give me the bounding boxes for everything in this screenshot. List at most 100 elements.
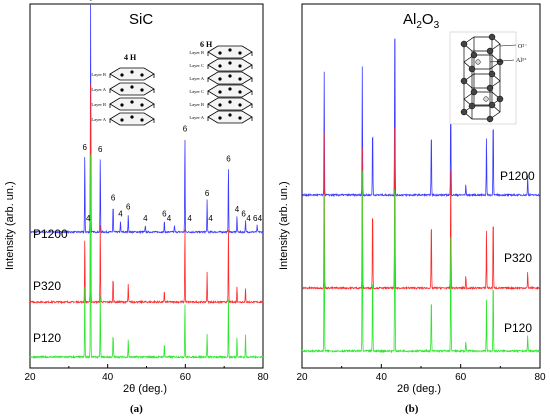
peak-label: 4 (208, 214, 213, 223)
oxygen-atom (460, 108, 468, 116)
layer-hexagon (207, 58, 253, 72)
peak-label: 6 (226, 154, 231, 163)
panel-a-x-ticks: 20 40 60 80 (24, 364, 269, 383)
aluminium-atom (483, 96, 489, 102)
atom-dot (238, 90, 242, 94)
peak-label: 6 (126, 203, 131, 212)
crystal-inset-box (449, 31, 517, 125)
atom-dot (228, 87, 232, 91)
peak-label: 6 (241, 210, 246, 219)
x-tick-label: 40 (376, 372, 388, 383)
atom-dot (218, 51, 222, 55)
panel-a-traces (29, 4, 264, 360)
layer-hexagon (207, 84, 253, 98)
aluminium-atom (475, 59, 481, 65)
inset-6h-stack: Layer B Layer C Layer A Layer C Layer B Layer… (189, 45, 253, 124)
trace-P320 (301, 127, 541, 291)
layer-label: Layer A (189, 76, 204, 81)
panel-b-title-sub1: 2 (416, 20, 422, 31)
sic-polytype-inset: 4 H 6 H Layer B Layer A Layer B Layer A Lay… (91, 40, 253, 126)
panel-b-xlabel: 2θ (deg.) (397, 383, 441, 395)
trace-P320 (29, 83, 264, 305)
layer-label: Layer B (189, 102, 204, 107)
atom-dot (218, 116, 222, 120)
series-label-P320: P320 (504, 251, 532, 265)
atom-dot (130, 100, 134, 104)
panel-b-title-o: O (422, 11, 434, 28)
trace-P1200 (29, 4, 264, 235)
panel-b-title-main: Al (403, 11, 416, 28)
layer-hexagon (207, 45, 253, 59)
layer-label: Layer B (91, 72, 106, 77)
peak-label: 4 (167, 214, 172, 223)
x-tick-label: 40 (102, 372, 114, 383)
panel-a-ylabel: Intensity (arb. un.) (4, 181, 16, 270)
peak-label: 4 (246, 214, 251, 223)
atom-dot (120, 88, 124, 92)
oxygen-atom (486, 84, 494, 92)
panel-b-series-labels: P1200 P320 P120 (500, 169, 535, 335)
oxygen-atom (496, 95, 504, 103)
peak-label: 6 (83, 143, 88, 152)
peak-label: 6 (98, 145, 103, 154)
layer-hexagon (207, 71, 253, 85)
layer-hexagon (109, 67, 155, 81)
peak-label: 4 (187, 214, 192, 223)
series-label-P1200: P1200 (500, 169, 535, 183)
oxygen-atom (460, 40, 468, 48)
atom-dot (218, 90, 222, 94)
panel-a-tag: (a) (130, 403, 143, 415)
peak-label: 6 (111, 193, 116, 202)
layer-hexagon (109, 112, 155, 126)
atom-dot (238, 51, 242, 55)
trace-P120 (301, 170, 541, 354)
atom-dot (120, 103, 124, 107)
oxygen-atom (460, 77, 468, 85)
trace-P120 (29, 154, 264, 360)
panel-a-title: SiC (129, 11, 153, 28)
atom-dot (120, 73, 124, 77)
peak-label: 6 (183, 124, 188, 133)
series-label-P320: P320 (33, 279, 61, 293)
atom-dot (218, 103, 222, 107)
panel-a-series-labels: P1200 P320 P120 (33, 227, 68, 345)
panel-b-tag: (b) (405, 403, 419, 415)
oxygen-atom (496, 58, 504, 66)
panel-b-al2o3: Al2O3 Intensity (arb. un.) 2θ (deg.) (b)… (278, 3, 546, 415)
x-tick-label: 20 (24, 372, 36, 383)
peak-label: 4 (258, 214, 263, 223)
peak-label: 6 (205, 189, 210, 198)
x-tick-label: 80 (534, 372, 546, 383)
panel-b-title: Al2O3 (403, 11, 440, 31)
panel-a-xlabel: 2θ (deg.) (123, 383, 167, 395)
peak-label: 6 (162, 210, 167, 219)
layer-label: Layer B (91, 102, 106, 107)
panel-a-peak-labels: 66466644646464646464 (83, 0, 263, 223)
peak-label: 6 (88, 0, 93, 2)
crystal-structure-drawing (460, 33, 517, 123)
atom-dot (130, 85, 134, 89)
peak-label: 4 (235, 205, 240, 214)
peak-label: 4 (86, 214, 91, 223)
peak-label: 4 (143, 214, 148, 223)
corundum-crystal-inset: O²⁻ Al³⁺ (449, 31, 527, 125)
o-pointer (499, 44, 517, 47)
panel-a-sic: SiC Intensity (arb. un.) 2θ (deg.) (a) 2… (4, 0, 269, 415)
atom-dot (228, 61, 232, 65)
atom-dot (238, 64, 242, 68)
trace-P1200 (301, 38, 541, 198)
panel-b-traces (301, 38, 541, 354)
atom-dot (130, 115, 134, 119)
peak-label: 4 (118, 210, 123, 219)
layer-label: Layer A (91, 117, 106, 122)
oxygen-atom (486, 47, 494, 55)
series-label-P120: P120 (504, 321, 532, 335)
layer-label: Layer A (91, 87, 106, 92)
oxygen-atom (488, 70, 496, 78)
atom-dot (140, 118, 144, 122)
atom-dot (238, 116, 242, 120)
oxygen-atom (486, 115, 494, 123)
atom-dot (218, 64, 222, 68)
series-label-P120: P120 (33, 331, 61, 345)
layer-label: Layer B (189, 50, 204, 55)
